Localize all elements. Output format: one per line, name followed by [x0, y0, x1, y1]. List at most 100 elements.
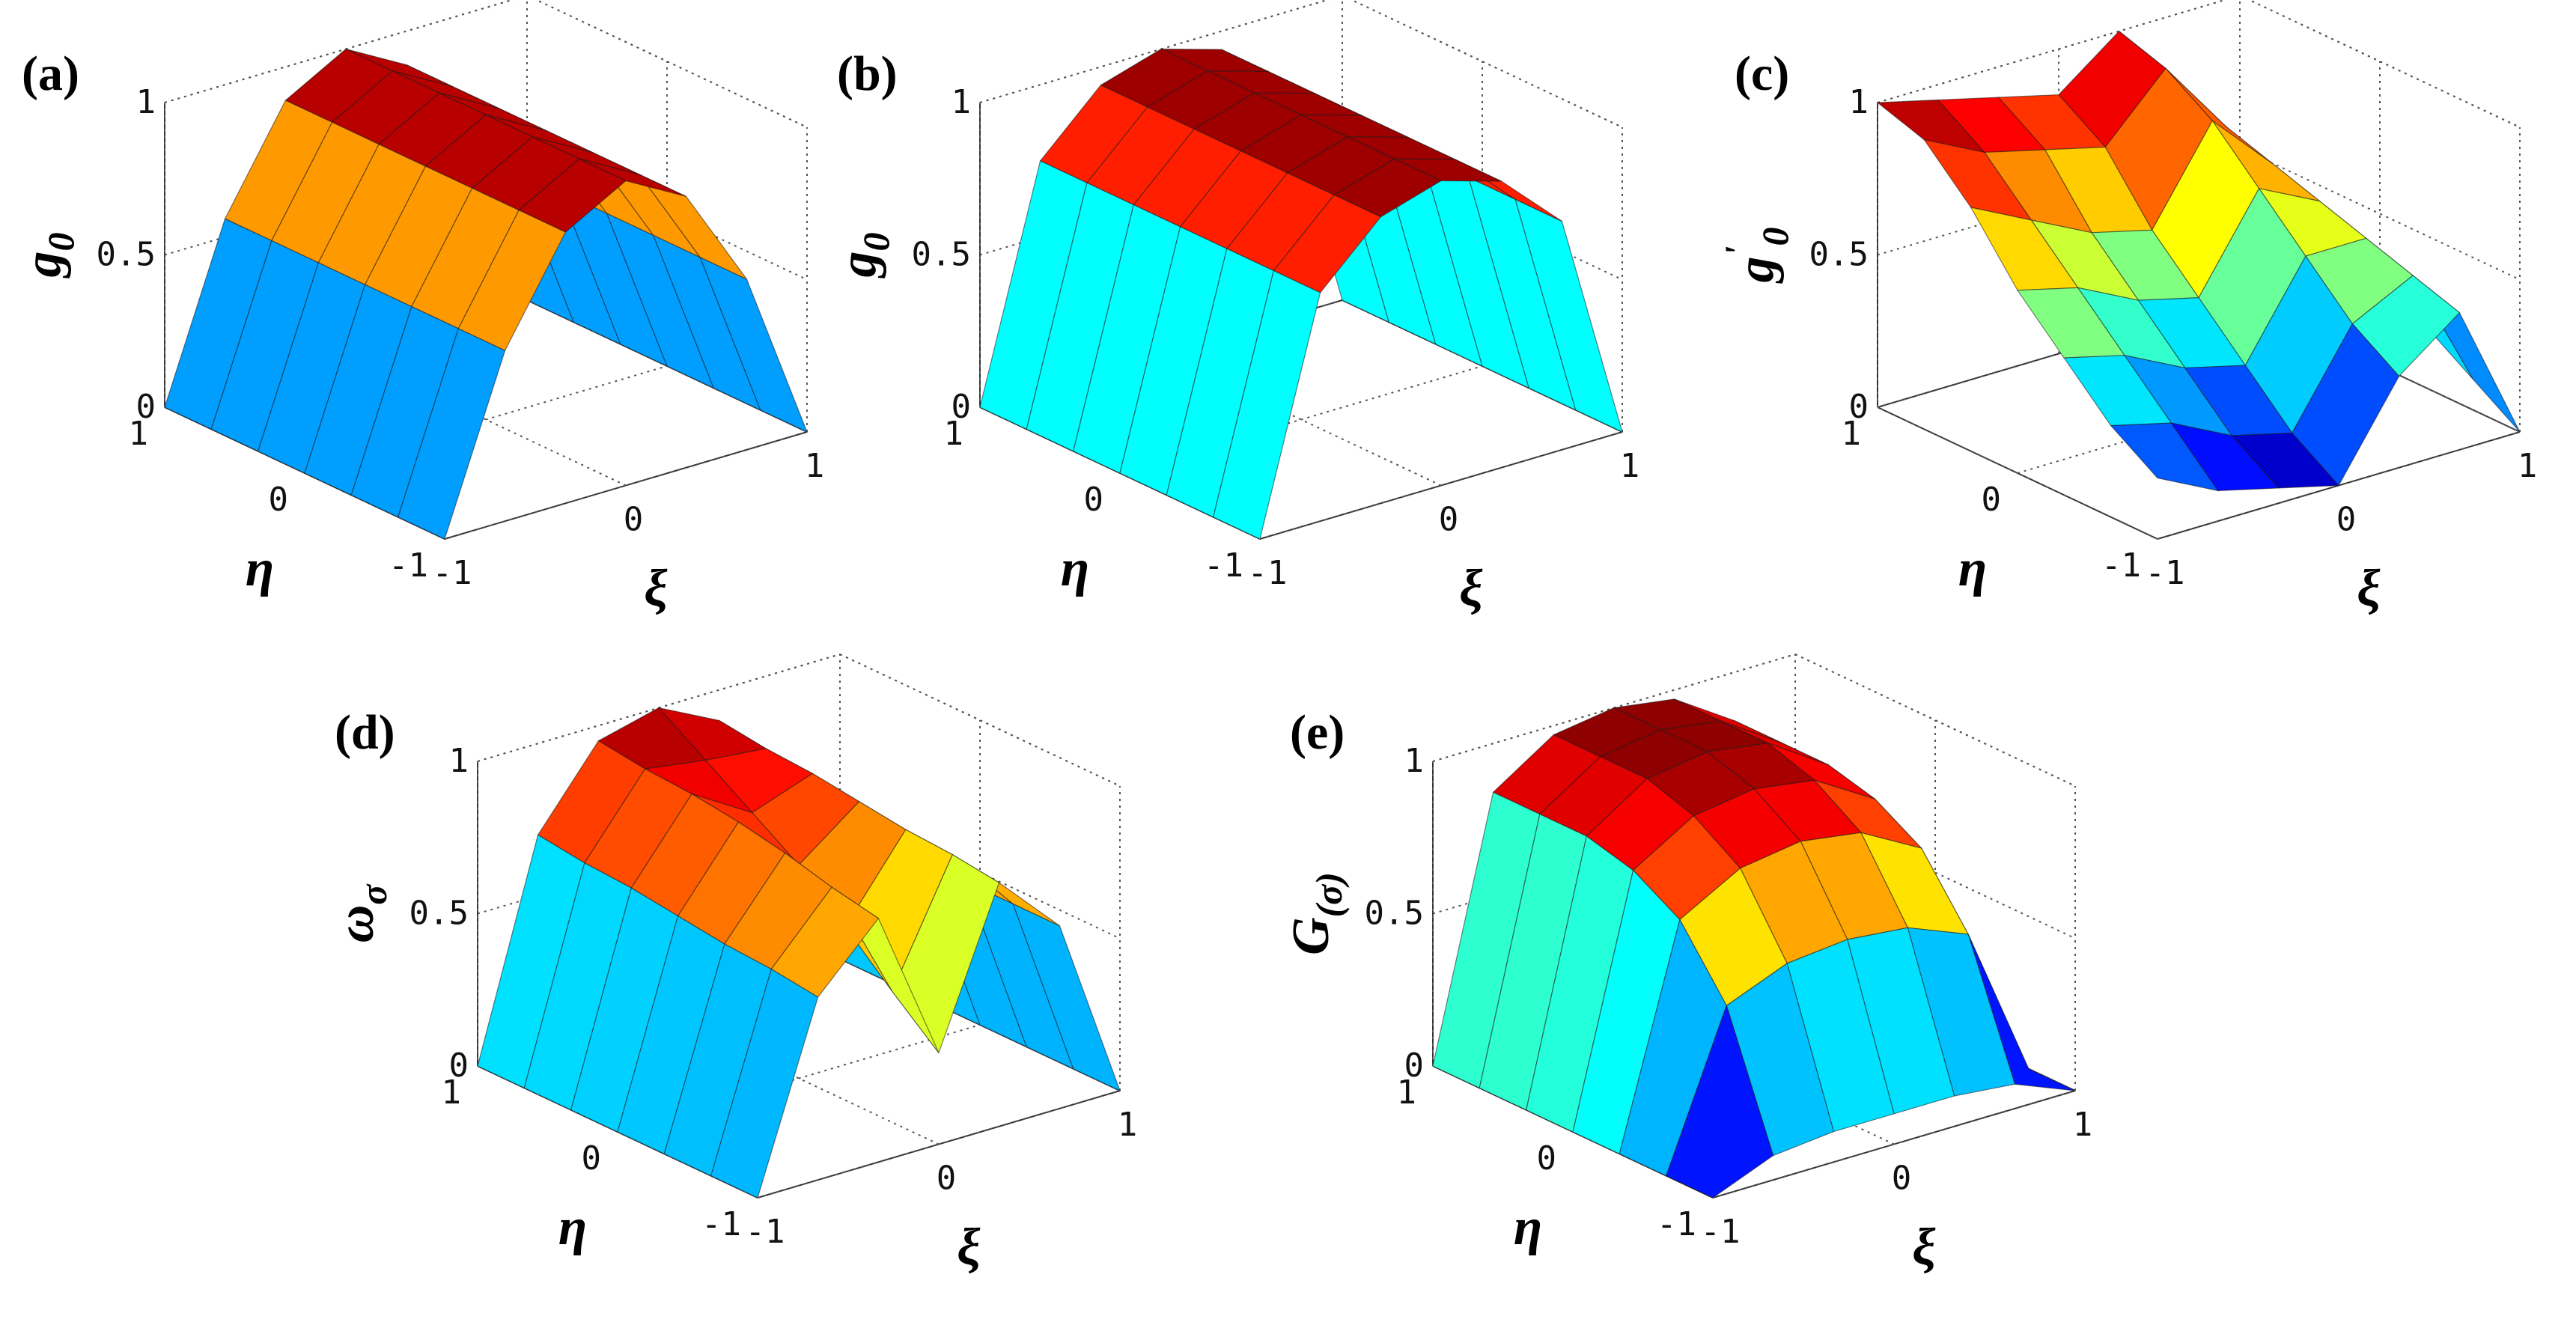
surface-cell — [1665, 1004, 1774, 1199]
x-tick-label: 1 — [1118, 1106, 1138, 1144]
z-grid-line — [2247, 0, 2521, 128]
y-axis-label: η — [1514, 1199, 1542, 1256]
x-tick-label: 0 — [624, 501, 644, 539]
panel-label: (a) — [22, 46, 79, 101]
z-tick-label: 0.5 — [1809, 236, 1869, 274]
y-grid-line — [444, 431, 808, 540]
y-tick-label: 0 — [1084, 481, 1104, 519]
z-grid-line — [1877, 299, 2241, 408]
x-grid-line — [1877, 406, 2158, 540]
z-axis-label: g0 — [829, 233, 897, 279]
surface-cell — [710, 968, 819, 1199]
z-grid-line — [1794, 654, 2076, 787]
z-tick-label: 0 — [136, 388, 156, 426]
z-label-sub: σ — [353, 883, 395, 905]
z-tick-label: 0 — [449, 1047, 469, 1085]
y-grid-line — [1119, 365, 1483, 474]
z-grid-line — [2239, 147, 2521, 281]
z-grid-line — [535, 0, 808, 128]
z-tick-label: 1 — [449, 742, 469, 780]
x-tick-label: 0 — [2336, 501, 2357, 539]
z-tick-label: 1 — [1404, 742, 1425, 780]
y-tick-label: -1 — [701, 1205, 741, 1243]
y-grid-line — [617, 1024, 981, 1133]
y-axis-label: η — [1958, 540, 1987, 597]
z-tick-label: 0 — [951, 388, 972, 426]
x-tick-label: 0 — [1892, 1160, 1912, 1198]
y-tick-label: 0 — [1537, 1139, 1557, 1178]
x-tick-label: -1 — [1248, 554, 1288, 592]
x-tick-label: -1 — [1701, 1213, 1741, 1251]
z-label-sub: (σ) — [1308, 872, 1350, 917]
x-tick-label: 1 — [2518, 447, 2538, 485]
y-grid-line — [757, 1090, 1121, 1199]
z-tick-label: 1 — [136, 83, 156, 121]
z-axis-label: ωσ — [327, 883, 395, 943]
z-label-base: g — [1727, 256, 1785, 284]
x-axis-label: ξ — [1459, 560, 1483, 618]
z-grid-line — [839, 654, 1121, 787]
x-tick-label: -1 — [433, 554, 472, 592]
y-axis-label: η — [558, 1199, 587, 1256]
panel-label: (d) — [335, 705, 395, 760]
z-label-sub: 0 — [1754, 228, 1796, 246]
z-tick-label: 1 — [951, 83, 972, 121]
x-axis-label: ξ — [644, 560, 668, 618]
z-axis-label: g'0 — [1717, 228, 1796, 284]
y-tick-label: -1 — [389, 546, 428, 585]
x-tick-label: -1 — [2146, 554, 2185, 592]
z-label-sub: 0 — [855, 233, 897, 252]
x-tick-label: 0 — [1439, 501, 1459, 539]
y-tick-label: -1 — [2101, 546, 2141, 585]
z-label-base: g — [829, 252, 887, 279]
y-grid-line — [1259, 431, 1623, 540]
y-tick-label: 1 — [1397, 1073, 1417, 1112]
z-axis-label: g0 — [14, 233, 82, 279]
z-tick-label: 0 — [1849, 388, 1869, 426]
y-tick-label: 0 — [1982, 481, 2002, 519]
z-tick-label: 0 — [1404, 1047, 1425, 1085]
z-grid-line — [1350, 0, 1623, 128]
y-tick-label: -1 — [1657, 1205, 1696, 1243]
x-axis-label: ξ — [957, 1219, 981, 1276]
panel-label: (e) — [1290, 705, 1345, 760]
y-tick-label: -1 — [1204, 546, 1243, 585]
y-grid-line — [1712, 1090, 2076, 1199]
z-axis-label: G(σ) — [1282, 872, 1350, 955]
y-tick-label: 1 — [944, 415, 964, 453]
surface-cell — [397, 328, 506, 540]
surface-cell — [1213, 269, 1321, 540]
z-tick-label: 0.5 — [1365, 895, 1424, 933]
z-grid-line — [1877, 0, 2228, 103]
x-tick-label: 1 — [805, 447, 825, 485]
y-axis-label: η — [1061, 540, 1089, 597]
z-tick-label: 0.5 — [409, 895, 469, 933]
z-tick-label: 0.5 — [912, 236, 971, 274]
z-grid-line — [1794, 805, 2076, 939]
y-tick-label: 0 — [269, 481, 289, 519]
z-label-base: G — [1282, 917, 1340, 955]
z-label-sub: 0 — [40, 233, 82, 252]
surface-cell — [2110, 422, 2219, 492]
z-tick-label: 1 — [1849, 83, 1869, 121]
z-label-base: ω — [327, 905, 385, 943]
y-tick-label: 1 — [442, 1073, 462, 1112]
z-grid-line — [839, 805, 1121, 939]
panel-label: (b) — [837, 46, 898, 101]
z-label-sup: ' — [1717, 246, 1759, 257]
x-axis-label: ξ — [1912, 1219, 1936, 1276]
y-tick-label: 0 — [582, 1139, 602, 1178]
panel-label: (c) — [1735, 46, 1789, 101]
y-tick-label: 1 — [1842, 415, 1862, 453]
x-tick-label: 1 — [1620, 447, 1640, 485]
z-grid-line — [526, 147, 808, 281]
z-grid-line — [2239, 299, 2521, 433]
z-tick-label: 0.5 — [97, 236, 156, 274]
y-axis-label: η — [246, 540, 274, 597]
x-tick-label: -1 — [746, 1213, 785, 1251]
